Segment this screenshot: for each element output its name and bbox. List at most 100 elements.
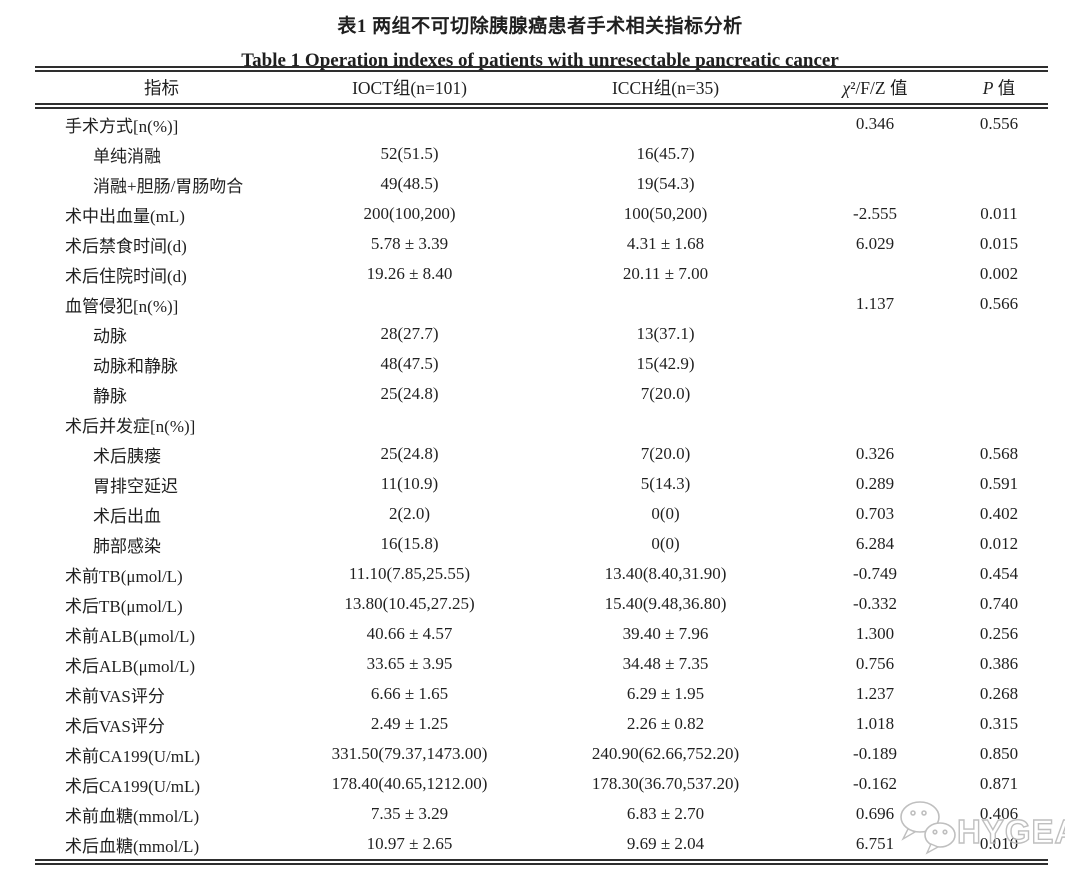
- chi-value-cell: -0.332: [853, 594, 897, 613]
- chi-value-cell: -2.555: [853, 204, 897, 223]
- table-row: 术后住院时间(d) 19.26 ± 8.40 20.11 ± 7.00 0.00…: [35, 259, 1048, 289]
- table-row: 术后禁食时间(d) 5.78 ± 3.39 4.31 ± 1.68 6.029 …: [35, 229, 1048, 259]
- chi-value-cell: 1.137: [855, 294, 895, 313]
- ioct-value-cell: 200(100,200): [363, 204, 456, 223]
- table-top-rule: [35, 66, 1048, 72]
- icch-value-cell: 15.40(9.48,36.80): [604, 594, 727, 613]
- chi-value-cell: 1.018: [855, 714, 895, 733]
- table-row: 术后出血 2(2.0) 0(0) 0.703 0.402: [35, 499, 1048, 529]
- p-value-cell: 0.871: [979, 774, 1019, 793]
- indicator-cell: 术前ALB(μmol/L): [65, 626, 195, 646]
- ioct-value-cell: 16(15.8): [380, 534, 439, 553]
- indicator-cell: 静脉: [93, 386, 127, 406]
- header-p-value: P 值: [982, 78, 1016, 98]
- table-row: 肺部感染 16(15.8) 0(0) 6.284 0.012: [35, 529, 1048, 559]
- chi-value-cell: 6.284: [855, 534, 895, 553]
- table-row: 胃排空延迟 11(10.9) 5(14.3) 0.289 0.591: [35, 469, 1048, 499]
- p-value-cell: 0.566: [979, 294, 1019, 313]
- table-body: 手术方式[n(%)] 0.346 0.556 单纯消融 52(51.5) 16(…: [35, 109, 1048, 859]
- table-row: 手术方式[n(%)] 0.346 0.556: [35, 109, 1048, 139]
- indicator-cell: 手术方式[n(%)]: [65, 116, 179, 136]
- p-value-cell: 0.454: [979, 564, 1019, 583]
- icch-value-cell: 15(42.9): [636, 354, 695, 373]
- ioct-value-cell: 5.78 ± 3.39: [370, 234, 449, 253]
- indicator-cell: 术前CA199(U/mL): [65, 746, 201, 766]
- chi-value-cell: 0.696: [855, 804, 895, 823]
- indicator-cell: 术后胰瘘: [93, 446, 161, 466]
- indicator-cell: 血管侵犯[n(%)]: [65, 296, 179, 316]
- table-row: 术中出血量(mL) 200(100,200) 100(50,200) -2.55…: [35, 199, 1048, 229]
- table-header-rule: [35, 103, 1048, 109]
- table-bottom-rule: [35, 859, 1048, 865]
- header-chi-f-z-value: χ²/F/Z 值: [842, 78, 908, 98]
- icch-value-cell: 100(50,200): [623, 204, 708, 223]
- indicator-cell: 术中出血量(mL): [65, 206, 185, 226]
- header-indicator: 指标: [144, 78, 179, 98]
- ioct-value-cell: 178.40(40.65,1212.00): [331, 774, 488, 793]
- ioct-value-cell: 11(10.9): [380, 474, 439, 493]
- icch-value-cell: 39.40 ± 7.96: [622, 624, 709, 643]
- indicator-cell: 动脉: [93, 326, 127, 346]
- icch-value-cell: 19(54.3): [636, 174, 695, 193]
- indicator-cell: 消融+胆肠/胃肠吻合: [93, 176, 244, 196]
- table-row: 术后TB(μmol/L) 13.80(10.45,27.25) 15.40(9.…: [35, 589, 1048, 619]
- p-value-cell: 0.268: [979, 684, 1019, 703]
- ioct-value-cell: 7.35 ± 3.29: [370, 804, 449, 823]
- table-row: 术前VAS评分 6.66 ± 1.65 6.29 ± 1.95 1.237 0.…: [35, 679, 1048, 709]
- indicator-cell: 术前VAS评分: [65, 686, 165, 706]
- chi-value-cell: -0.189: [853, 744, 897, 763]
- p-value-cell: 0.315: [979, 714, 1019, 733]
- table-row: 术后VAS评分 2.49 ± 1.25 2.26 ± 0.82 1.018 0.…: [35, 709, 1048, 739]
- ioct-value-cell: 33.65 ± 3.95: [366, 654, 453, 673]
- ioct-value-cell: 28(27.7): [380, 324, 439, 343]
- chi-value-cell: -0.162: [853, 774, 897, 793]
- icch-value-cell: 0(0): [651, 504, 680, 523]
- p-value-cell: 0.011: [980, 204, 1018, 223]
- icch-value-cell: 9.69 ± 2.04: [626, 834, 705, 853]
- ioct-value-cell: 25(24.8): [380, 384, 439, 403]
- ioct-value-cell: 6.66 ± 1.65: [370, 684, 449, 703]
- chi-value-cell: 0.326: [855, 444, 895, 463]
- table-row: 术前ALB(μmol/L) 40.66 ± 4.57 39.40 ± 7.96 …: [35, 619, 1048, 649]
- table-row: 动脉和静脉 48(47.5) 15(42.9): [35, 349, 1048, 379]
- p-value-cell: 0.015: [979, 234, 1019, 253]
- table-row: 术后ALB(μmol/L) 33.65 ± 3.95 34.48 ± 7.35 …: [35, 649, 1048, 679]
- table-title-english: Table 1 Operation indexes of patients wi…: [241, 50, 839, 71]
- table-title-chinese: 表1 两组不可切除胰腺癌患者手术相关指标分析: [337, 16, 743, 37]
- p-value-cell: 0.010: [979, 834, 1019, 853]
- chi-value-cell: 0.346: [855, 114, 895, 133]
- indicator-cell: 术后TB(μmol/L): [65, 596, 183, 616]
- indicator-cell: 胃排空延迟: [93, 476, 178, 496]
- p-value-cell: 0.002: [979, 264, 1019, 283]
- ioct-value-cell: 40.66 ± 4.57: [366, 624, 453, 643]
- chi-value-cell: -0.749: [853, 564, 897, 583]
- indicator-cell: 术后住院时间(d): [65, 266, 187, 286]
- p-value-cell: 0.012: [979, 534, 1019, 553]
- p-value-cell: 0.568: [979, 444, 1019, 463]
- indicator-cell: 术后出血: [93, 506, 161, 526]
- ioct-value-cell: 25(24.8): [380, 444, 439, 463]
- ioct-value-cell: 2.49 ± 1.25: [370, 714, 449, 733]
- ioct-value-cell: 52(51.5): [380, 144, 439, 163]
- icch-value-cell: 5(14.3): [640, 474, 691, 493]
- chi-value-cell: 6.751: [855, 834, 895, 853]
- icch-value-cell: 13(37.1): [636, 324, 695, 343]
- indicator-cell: 术前血糖(mmol/L): [65, 806, 200, 826]
- p-value-cell: 0.556: [979, 114, 1019, 133]
- ioct-value-cell: 48(47.5): [380, 354, 439, 373]
- indicator-cell: 术后VAS评分: [65, 716, 165, 736]
- p-value-cell: 0.256: [979, 624, 1019, 643]
- chi-value-cell: 0.756: [855, 654, 895, 673]
- p-value-cell: 0.591: [979, 474, 1019, 493]
- table-row: 术前TB(μmol/L) 11.10(7.85,25.55) 13.40(8.4…: [35, 559, 1048, 589]
- table-row: 静脉 25(24.8) 7(20.0): [35, 379, 1048, 409]
- table-row: 术后CA199(U/mL) 178.40(40.65,1212.00) 178.…: [35, 769, 1048, 799]
- indicator-cell: 术后禁食时间(d): [65, 236, 187, 256]
- ioct-value-cell: 331.50(79.37,1473.00): [331, 744, 488, 763]
- table-row: 术后血糖(mmol/L) 10.97 ± 2.65 9.69 ± 2.04 6.…: [35, 829, 1048, 859]
- chi-value-cell: 6.029: [855, 234, 895, 253]
- icch-value-cell: 240.90(62.66,752.20): [591, 744, 740, 763]
- header-ioct-group: IOCT组(n=101): [352, 78, 467, 98]
- icch-value-cell: 0(0): [651, 534, 680, 553]
- icch-value-cell: 2.26 ± 0.82: [626, 714, 705, 733]
